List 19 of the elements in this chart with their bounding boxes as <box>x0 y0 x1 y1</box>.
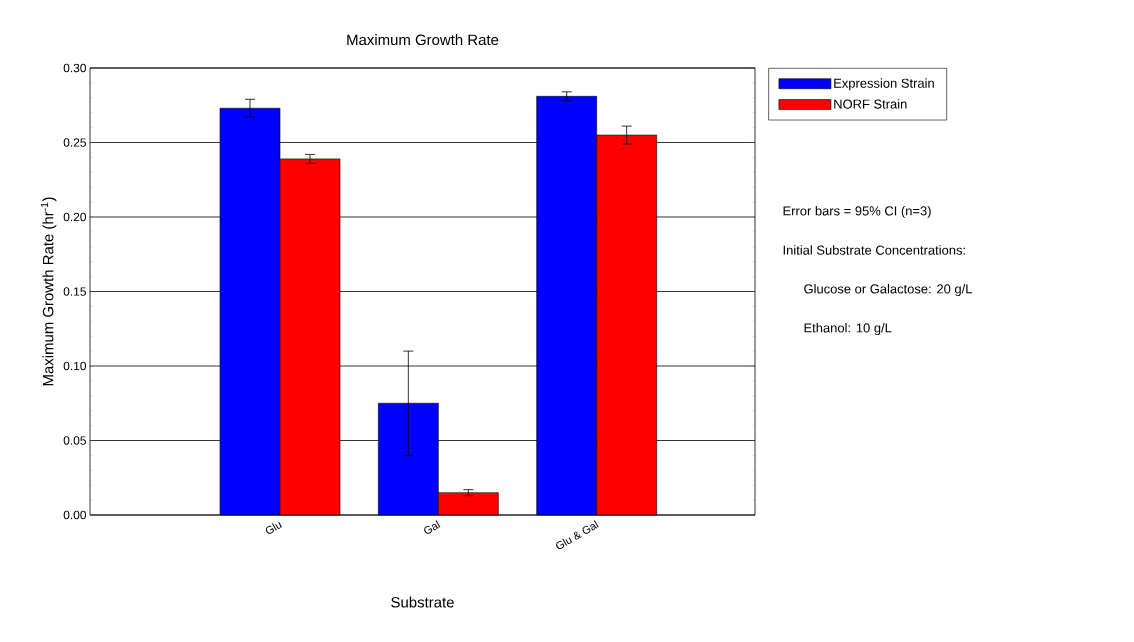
y-tick-label: 0.10 <box>63 361 87 371</box>
legend-label: NORF Strain <box>834 99 907 109</box>
x-tick-label: Glu & Gal <box>556 520 599 549</box>
y-tick-label: 0.20 <box>63 212 87 222</box>
text: Initial Substrate Concentrations: <box>783 245 965 255</box>
y-tick-label: 0.15 <box>63 287 86 296</box>
x-tick-label: Glu <box>265 522 283 534</box>
y-tick-label: 0.05 <box>63 436 86 445</box>
x-axis-title: Substrate <box>391 596 454 608</box>
y-tick-label: 0.00 <box>63 510 87 520</box>
y-axis-title: Maximum Growth Rate (hr$^{-1}$) <box>40 197 57 386</box>
y-tick-label: 0.25 <box>63 138 86 147</box>
text: Glucose or Galactose: 20 g/L <box>804 283 973 297</box>
x-tick-label: Gal <box>424 520 441 534</box>
text: Error bars = 95% CI (n=3) <box>783 205 931 219</box>
text: Ethanol: 10 g/L <box>804 322 892 336</box>
legend-label: Expression Strain <box>834 78 934 91</box>
y-tick-label: 0.30 <box>63 63 87 73</box>
chart-title: Maximum Growth Rate <box>347 34 499 46</box>
